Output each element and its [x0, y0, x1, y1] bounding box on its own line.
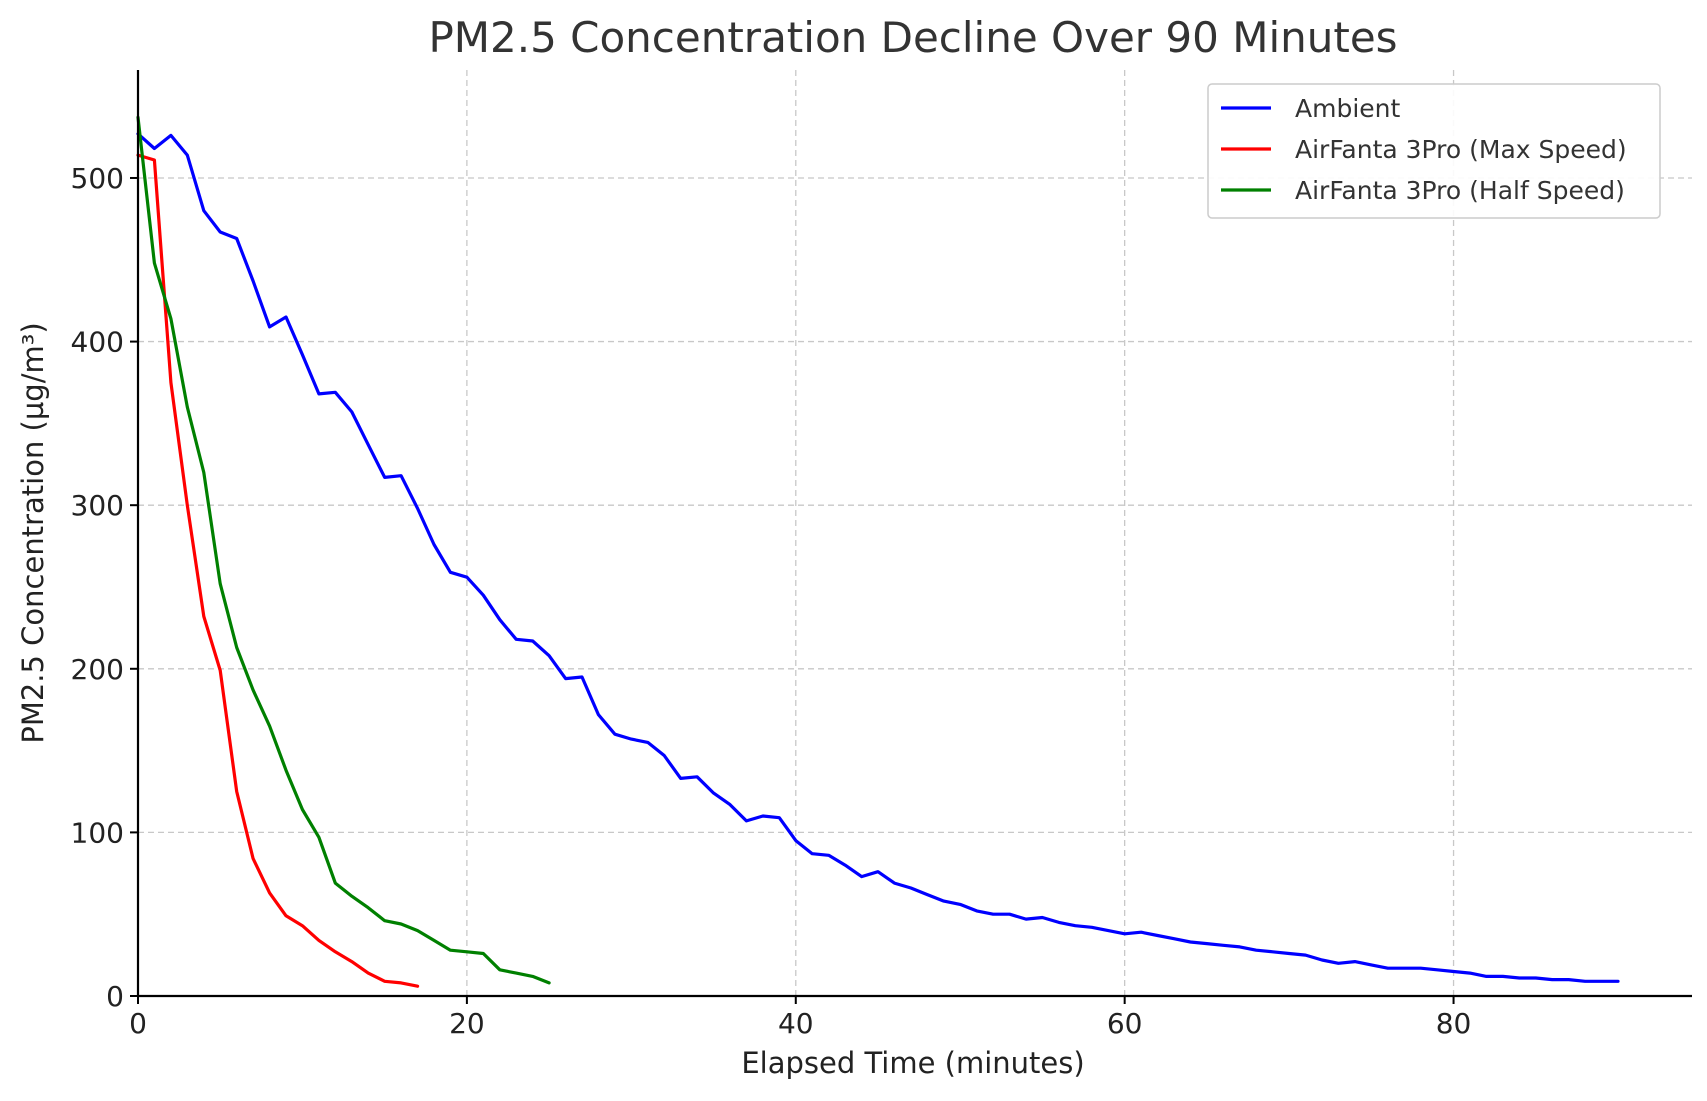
x-tick-label: 60	[1107, 1007, 1143, 1040]
y-tick-label: 200	[71, 653, 124, 686]
ticks: 0 20 40 60 80 0 100 200 300 400 500	[71, 162, 1472, 1040]
y-tick-label: 0	[106, 980, 124, 1013]
series-lines	[136, 115, 1620, 988]
x-axis-label: Elapsed Time (minutes)	[741, 1046, 1084, 1080]
x-tick-label: 0	[129, 1007, 147, 1040]
legend: Ambient AirFanta 3Pro (Max Speed) AirFan…	[1207, 83, 1661, 219]
series-line-0	[136, 132, 1620, 983]
legend-label-half-speed: AirFanta 3Pro (Half Speed)	[1295, 176, 1625, 205]
series-line-2	[136, 115, 551, 985]
legend-label-max-speed: AirFanta 3Pro (Max Speed)	[1295, 135, 1627, 164]
y-tick-label: 500	[71, 162, 124, 195]
x-tick-label: 80	[1436, 1007, 1472, 1040]
y-tick-label: 100	[71, 816, 124, 849]
chart-title: PM2.5 Concentration Decline Over 90 Minu…	[428, 13, 1397, 62]
legend-box	[1207, 83, 1661, 219]
x-tick-label: 40	[778, 1007, 814, 1040]
legend-label-ambient: Ambient	[1295, 94, 1400, 123]
y-tick-label: 300	[71, 489, 124, 522]
y-tick-label: 400	[71, 326, 124, 359]
series-line-1	[136, 153, 420, 988]
y-axis-label: PM2.5 Concentration (µg/m³)	[16, 322, 50, 743]
x-tick-label: 20	[449, 1007, 485, 1040]
axes	[136, 70, 1692, 998]
